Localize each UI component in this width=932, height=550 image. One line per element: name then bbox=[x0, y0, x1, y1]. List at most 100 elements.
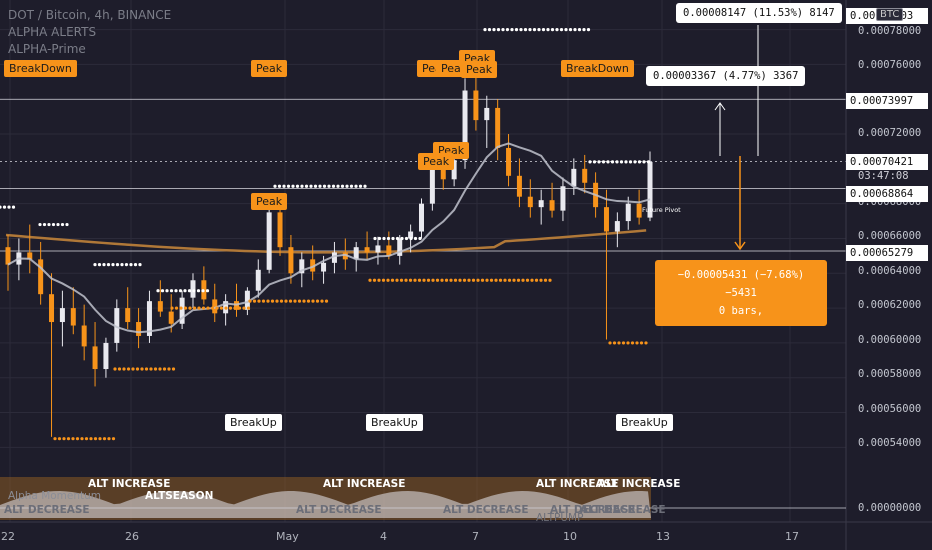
pivot-dot bbox=[162, 367, 167, 371]
pivot-dot bbox=[111, 437, 116, 441]
pivot-dot bbox=[592, 160, 597, 164]
pivot-dot bbox=[66, 437, 71, 441]
pivot-dot bbox=[483, 27, 487, 32]
pivot-dot bbox=[201, 289, 205, 293]
candle-body bbox=[386, 245, 392, 256]
pivot-dot bbox=[160, 289, 165, 293]
pivot-dot bbox=[537, 27, 541, 32]
pivot-dot bbox=[345, 184, 349, 188]
candle-body bbox=[353, 247, 359, 260]
pivot-dot bbox=[111, 262, 115, 267]
measure-up-large[interactable]: 0.00008147 (11.53%) 8147 bbox=[676, 3, 842, 23]
candle-body bbox=[331, 252, 337, 263]
measure-up-small[interactable]: 0.00003367 (4.77%) 3367 bbox=[646, 66, 806, 86]
pivot-dot bbox=[42, 222, 47, 227]
pivot-dot bbox=[519, 27, 523, 32]
candle-body bbox=[125, 308, 131, 323]
pivot-dot bbox=[373, 236, 377, 241]
pivot-dot bbox=[480, 278, 485, 282]
pivot-dot bbox=[120, 262, 124, 267]
breakdown-tag: BreakDown bbox=[561, 60, 634, 77]
pivot-dot bbox=[138, 262, 142, 267]
pivot-dot bbox=[413, 236, 418, 241]
pivot-dot bbox=[133, 262, 138, 267]
peak-tag: Peak bbox=[251, 193, 288, 210]
pivot-dot bbox=[288, 299, 293, 303]
pivot-dot bbox=[462, 278, 467, 282]
pivot-dot bbox=[291, 184, 295, 188]
pivot-dot bbox=[487, 27, 492, 32]
pivot-dot bbox=[514, 27, 519, 32]
pivot-dot bbox=[106, 262, 111, 267]
indicator-name-alerts[interactable]: ALPHA ALERTS bbox=[8, 25, 97, 39]
pivot-dot bbox=[408, 278, 413, 282]
candle-body bbox=[288, 247, 294, 274]
x-tick: 10 bbox=[563, 530, 577, 543]
pivot-dot bbox=[404, 236, 409, 241]
pivot-dot bbox=[617, 341, 621, 345]
pivot-dot bbox=[644, 341, 648, 345]
x-tick: 13 bbox=[656, 530, 670, 543]
pivot-dot bbox=[297, 299, 302, 303]
pivot-dot bbox=[284, 299, 288, 303]
pivot-dot bbox=[266, 299, 270, 303]
pivot-dot bbox=[646, 160, 651, 164]
pivot-dot bbox=[395, 278, 399, 282]
pivot-dot bbox=[93, 437, 98, 441]
pivot-dot bbox=[503, 278, 507, 282]
pivot-dot bbox=[612, 341, 617, 345]
pivot-dot bbox=[621, 341, 626, 345]
measure-arrow-down bbox=[734, 241, 746, 251]
y-tick: 0.00064000 bbox=[858, 265, 922, 277]
momentum-area bbox=[0, 491, 651, 518]
pivot-dot bbox=[471, 278, 476, 282]
pivot-dot bbox=[270, 299, 275, 303]
candle-body bbox=[168, 311, 174, 324]
candle-body bbox=[299, 259, 305, 274]
pivot-dot bbox=[619, 160, 624, 164]
alt-increase-label: ALT INCREASE bbox=[536, 478, 619, 490]
y-tick: 0.00060000 bbox=[858, 334, 922, 346]
pivot-dot bbox=[521, 278, 525, 282]
pivot-dot bbox=[541, 27, 546, 32]
pivot-dot bbox=[206, 306, 210, 310]
pivot-dot bbox=[65, 222, 69, 227]
altpump-label: ALTPUMP bbox=[536, 512, 584, 524]
candle-body bbox=[103, 342, 109, 370]
y-tick: 0.00076000 bbox=[858, 59, 922, 71]
pivot-dot bbox=[97, 262, 102, 267]
candle-countdown: 03:47:08 bbox=[858, 170, 909, 182]
candle-body bbox=[244, 290, 250, 310]
pivot-dot bbox=[417, 278, 422, 282]
pivot-dot bbox=[582, 27, 586, 32]
pivot-dot bbox=[248, 299, 252, 303]
pivot-dot bbox=[228, 306, 233, 310]
pivot-dot bbox=[426, 278, 431, 282]
pivot-dot bbox=[295, 184, 300, 188]
indicator-name-prime[interactable]: ALPHA-Prime bbox=[8, 42, 86, 56]
indicator-panel-title[interactable]: Alpha Momentum bbox=[8, 490, 102, 502]
pivot-dot bbox=[444, 278, 449, 282]
pivot-dot bbox=[11, 205, 16, 209]
pivot-dot bbox=[512, 278, 516, 282]
pivot-dot bbox=[2, 205, 7, 209]
measure-down[interactable]: −0.00005431 (−7.68%) −5431 0 bars, bbox=[655, 260, 827, 326]
pivot-dot bbox=[237, 306, 242, 310]
pivot-dot bbox=[507, 278, 512, 282]
measure-arrow-up bbox=[714, 102, 726, 111]
candle-body bbox=[92, 346, 98, 370]
pivot-dot bbox=[224, 306, 228, 310]
pivot-dot bbox=[252, 299, 257, 303]
candle-body bbox=[277, 212, 283, 248]
pivot-dot bbox=[282, 184, 286, 188]
measure-down-value: −0.00005431 (−7.68%) −5431 bbox=[677, 269, 805, 299]
candle-body bbox=[342, 252, 348, 260]
pivot-dot bbox=[624, 160, 628, 164]
pivot-dot bbox=[546, 27, 550, 32]
candle-body bbox=[114, 308, 120, 343]
pivot-dot bbox=[431, 278, 435, 282]
currency-badge[interactable]: BTC bbox=[876, 8, 904, 21]
pivot-dot bbox=[510, 27, 514, 32]
pivot-dot bbox=[377, 236, 382, 241]
